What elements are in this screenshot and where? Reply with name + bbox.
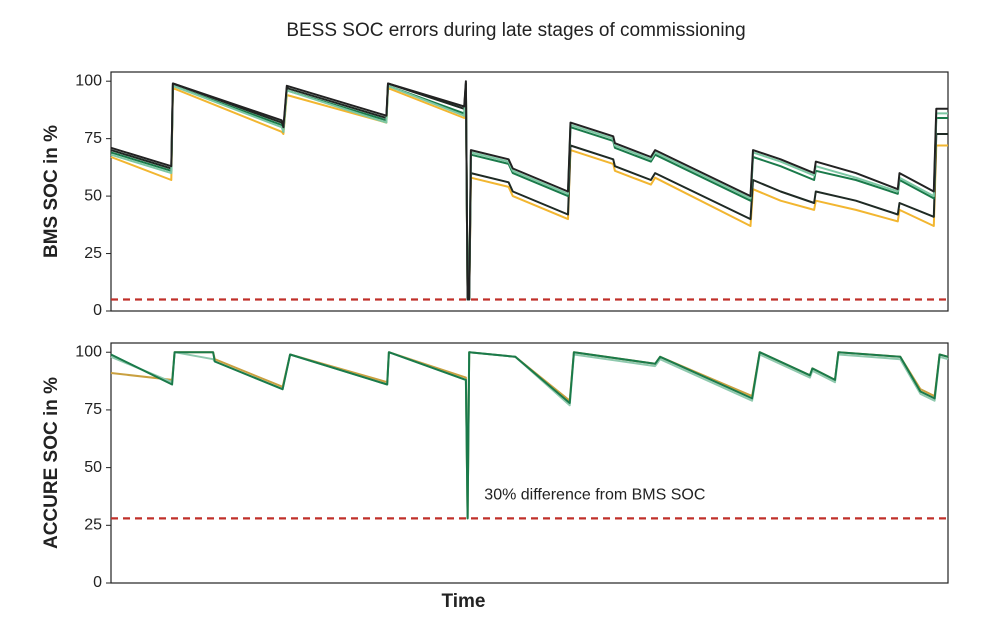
x-axis-label: Time: [441, 591, 485, 612]
y-tick-label: 0: [93, 574, 102, 591]
y-tick-label: 25: [84, 245, 102, 262]
annotation: 30% difference from BMS SOC: [484, 487, 705, 504]
y-axis-label: ACCURE SOC in %: [41, 377, 62, 549]
y-tick-label: 100: [75, 72, 102, 89]
series-line: [110, 82, 948, 301]
plot-frame: [110, 342, 949, 584]
y-tick-label: 50: [84, 459, 102, 476]
series-line: [110, 80, 948, 301]
y-tick-label: 75: [84, 401, 102, 418]
chart-title: BESS SOC errors during late stages of co…: [286, 20, 745, 41]
y-tick-label: 75: [84, 130, 102, 147]
series-line: [110, 351, 949, 520]
y-tick-label: 100: [75, 343, 102, 360]
y-tick-label: 25: [84, 517, 102, 534]
y-tick-label: 50: [84, 187, 102, 204]
plot-frame: [110, 71, 949, 312]
y-tick-label: 0: [93, 302, 102, 319]
y-axis-label: BMS SOC in %: [41, 125, 62, 258]
